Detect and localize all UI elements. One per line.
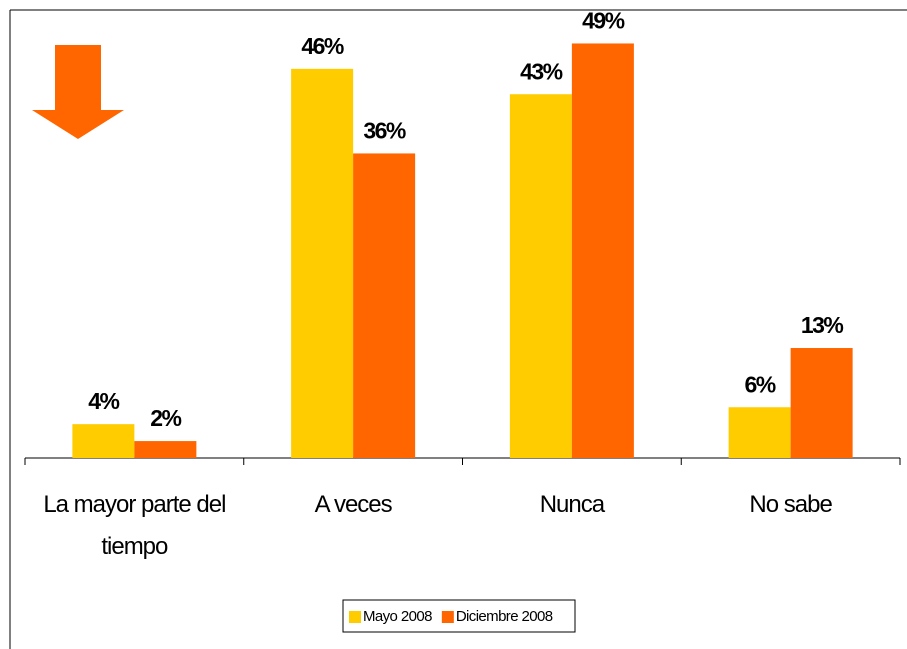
data-label: 46% [301,33,344,59]
x-tick-label: A veces [314,491,393,518]
x-tick-label: No sabe [749,491,832,518]
x-tick-label: Nunca [539,491,605,518]
legend-box [342,599,576,633]
bar [790,348,853,458]
data-label: 6% [745,371,776,397]
bar [134,441,197,458]
bar [291,68,354,458]
legend-swatch [349,611,361,623]
bar [72,424,135,458]
data-label: 36% [363,118,406,144]
bar [571,43,634,459]
bar [728,407,791,458]
data-label: 43% [520,58,563,84]
legend-label: Diciembre 2008 [456,608,553,625]
data-label: 4% [88,388,119,414]
legend-label: Mayo 2008 [363,608,432,625]
bar [509,94,572,458]
legend-swatch [441,611,454,623]
bar [353,153,416,458]
data-label: 13% [801,312,844,338]
x-tick-label: La mayor parte del tiempo [43,491,226,560]
data-label: 2% [150,405,181,431]
data-label: 49% [582,8,625,34]
arrow-icon [32,45,124,139]
